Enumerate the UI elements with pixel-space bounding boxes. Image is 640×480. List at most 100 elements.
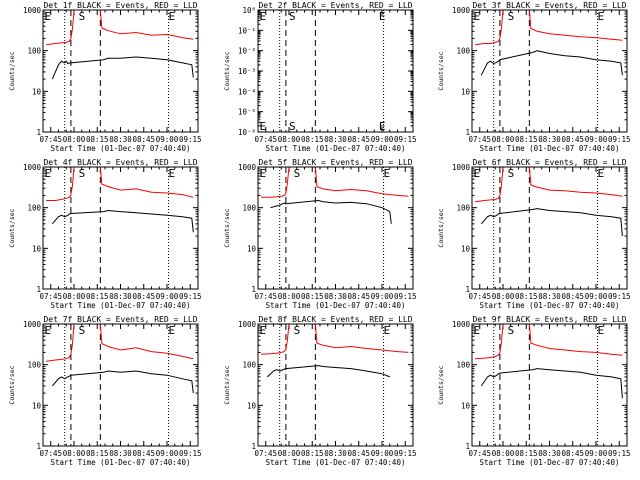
x-tick-label: 09:15 <box>608 135 631 144</box>
panel-title: Det 7f BLACK = Events, RED = LLD <box>43 315 197 324</box>
y-tick-label: 1000 <box>452 6 471 15</box>
x-tick-label: 08:15 <box>86 449 109 458</box>
x-tick-label: 09:00 <box>371 449 394 458</box>
y-tick-label: 1 <box>465 442 470 451</box>
x-axis-label: Start Time (01-Dec-07 07:40:40) <box>266 301 406 310</box>
x-tick-label: 08:00 <box>63 292 86 301</box>
x-tick-label: 08:00 <box>492 449 515 458</box>
plot-frame <box>257 323 414 447</box>
y-tick-label: 1000 <box>452 163 471 172</box>
events-series-line <box>480 50 623 76</box>
interval-marker-e: E <box>384 324 391 337</box>
y-axis-label: Counts/sec <box>223 365 231 404</box>
x-tick-label: 09:15 <box>394 292 417 301</box>
x-tick-label: 08:30 <box>324 135 347 144</box>
panel-det-2: Det 2f BLACK = Events, RED = LLD Counts/s… <box>223 1 417 153</box>
x-axis-label: Start Time (01-Dec-07 07:40:40) <box>480 301 620 310</box>
events-series-line <box>266 365 390 378</box>
x-axis-label: Start Time (01-Dec-07 07:40:40) <box>266 458 406 467</box>
interval-marker-e: E <box>474 167 481 180</box>
y-tick-label: 100 <box>242 361 256 370</box>
interval-marker-s: S <box>508 324 515 337</box>
y-tick-label: 1000 <box>238 320 257 329</box>
y-tick-label: 100 <box>27 47 41 56</box>
y-tick-label: 10 <box>32 244 42 253</box>
x-tick-label: 08:45 <box>132 292 155 301</box>
interval-marker-e: E <box>45 10 52 23</box>
y-tick-label: 1 <box>251 285 256 294</box>
x-tick-label: 07:45 <box>39 135 62 144</box>
panel-title: Det 3f BLACK = Events, RED = LLD <box>472 1 626 10</box>
panel-det-5: Det 5f BLACK = Events, RED = LLD Counts/s… <box>223 158 417 310</box>
panel-det-1: Det 1f BLACK = Events, RED = LLD Counts/s… <box>8 1 202 153</box>
x-tick-label: 09:00 <box>585 135 608 144</box>
panel-title: Det 9f BLACK = Events, RED = LLD <box>472 315 626 324</box>
x-tick-label: 08:30 <box>538 292 561 301</box>
panel-title: Det 2f BLACK = Events, RED = LLD <box>258 1 412 10</box>
panel-det-7: Det 7f BLACK = Events, RED = LLD Counts/s… <box>8 315 202 467</box>
interval-marker-e: E <box>598 324 605 337</box>
x-tick-label: 08:15 <box>515 449 538 458</box>
x-tick-label: 08:15 <box>301 135 324 144</box>
y-tick-label: 1 <box>251 442 256 451</box>
panel-det-3: Det 3f BLACK = Events, RED = LLD Counts/s… <box>437 1 631 153</box>
x-axis-label: Start Time (01-Dec-07 07:40:40) <box>480 144 620 153</box>
x-tick-label: 09:15 <box>179 449 202 458</box>
x-tick-label: 07:45 <box>468 135 491 144</box>
y-tick-label: 10 <box>32 401 42 410</box>
events-series-line <box>480 368 623 399</box>
events-series-line <box>480 208 623 237</box>
interval-marker-s: S <box>79 324 86 337</box>
interval-marker-s: S <box>294 167 301 180</box>
y-axis-label: Counts/sec <box>8 365 16 404</box>
x-tick-label: 09:15 <box>608 292 631 301</box>
plot-frame <box>471 9 628 133</box>
events-series-line <box>51 370 194 394</box>
panel-det-8: Det 8f BLACK = Events, RED = LLD Counts/s… <box>223 315 417 467</box>
y-tick-label: 100 <box>456 361 470 370</box>
y-tick-label: 10⁻³ <box>238 67 256 76</box>
y-tick-label: 10 <box>247 401 257 410</box>
y-axis-label: Counts/sec <box>223 208 231 247</box>
x-tick-label: 08:45 <box>347 135 370 144</box>
y-tick-label: 1000 <box>452 320 471 329</box>
x-tick-label: 09:15 <box>394 449 417 458</box>
interval-marker-e: E <box>379 10 386 23</box>
x-tick-label: 07:45 <box>468 292 491 301</box>
interval-marker-e: E <box>598 10 605 23</box>
x-tick-label: 07:45 <box>39 292 62 301</box>
y-axis-label: Counts/sec <box>8 51 16 90</box>
x-axis-label: Start Time (01-Dec-07 07:40:40) <box>266 144 406 153</box>
y-axis-label: Counts/sec <box>437 365 445 404</box>
y-tick-label: 10 <box>461 244 471 253</box>
x-tick-label: 09:15 <box>179 292 202 301</box>
interval-marker-e: E <box>598 167 605 180</box>
y-tick-label: 1 <box>36 442 41 451</box>
x-tick-label: 08:15 <box>301 449 324 458</box>
interval-marker-s: S <box>289 120 296 133</box>
y-tick-label: 100 <box>242 204 256 213</box>
y-tick-label: 10⁰ <box>242 6 256 15</box>
interval-marker-e: E <box>384 167 391 180</box>
interval-marker-s: S <box>508 10 515 23</box>
x-tick-label: 08:45 <box>132 449 155 458</box>
y-tick-label: 1000 <box>23 320 42 329</box>
x-axis-label: Start Time (01-Dec-07 07:40:40) <box>51 144 191 153</box>
interval-marker-e: E <box>260 120 267 133</box>
interval-marker-e: E <box>169 10 176 23</box>
x-tick-label: 07:45 <box>254 292 277 301</box>
x-tick-label: 08:30 <box>538 449 561 458</box>
x-tick-label: 08:15 <box>515 135 538 144</box>
y-tick-label: 1 <box>465 128 470 137</box>
x-tick-label: 08:30 <box>324 449 347 458</box>
x-tick-label: 09:15 <box>608 449 631 458</box>
x-tick-label: 08:45 <box>132 135 155 144</box>
x-tick-label: 09:00 <box>585 449 608 458</box>
interval-marker-e: E <box>379 120 386 133</box>
x-axis-label: Start Time (01-Dec-07 07:40:40) <box>480 458 620 467</box>
y-tick-label: 1 <box>465 285 470 294</box>
x-tick-label: 09:00 <box>156 135 179 144</box>
y-tick-label: 10 <box>32 87 42 96</box>
y-tick-label: 10⁻⁶ <box>238 128 256 137</box>
